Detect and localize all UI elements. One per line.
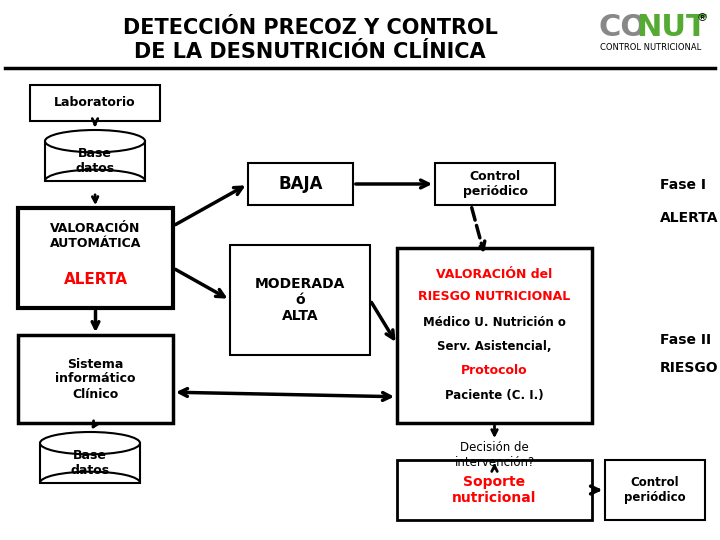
Text: Base
datos: Base datos	[71, 449, 109, 477]
Bar	[397, 460, 592, 520]
Text: Soporte
nutricional: Soporte nutricional	[452, 475, 536, 505]
Ellipse shape	[45, 130, 145, 152]
Text: Laboratorio: Laboratorio	[54, 97, 136, 110]
Bar	[18, 335, 173, 423]
Bar	[40, 443, 140, 483]
Text: ®: ®	[696, 13, 707, 23]
Text: ALERTA: ALERTA	[660, 211, 719, 225]
Text: Decisión de
intervención?: Decisión de intervención?	[454, 441, 535, 469]
Bar	[18, 208, 173, 308]
Text: Base
datos: Base datos	[76, 147, 114, 175]
Bar	[435, 163, 555, 205]
Text: CO: CO	[598, 14, 647, 43]
Text: RIESGO: RIESGO	[660, 361, 719, 375]
Bar	[397, 248, 592, 423]
Text: DE LA DESNUTRICIÓN CLÍNICA: DE LA DESNUTRICIÓN CLÍNICA	[134, 42, 486, 62]
Bar	[230, 245, 370, 355]
Text: Médico U. Nutrición o: Médico U. Nutrición o	[423, 316, 566, 329]
Text: MODERADA
ó
ALTA: MODERADA ó ALTA	[255, 277, 345, 323]
Text: Protocolo: Protocolo	[462, 363, 528, 376]
Text: ALERTA: ALERTA	[63, 273, 127, 287]
Text: Sistema
informático
Clínico: Sistema informático Clínico	[55, 357, 136, 401]
Bar	[45, 141, 145, 181]
Text: Fase II: Fase II	[660, 333, 711, 347]
Text: CONTROL NUTRICIONAL: CONTROL NUTRICIONAL	[600, 44, 701, 52]
Text: Fase I: Fase I	[660, 178, 706, 192]
Text: BAJA: BAJA	[278, 175, 323, 193]
Text: VALORACIÓN
AUTOMÁTICA: VALORACIÓN AUTOMÁTICA	[50, 222, 141, 250]
Text: Control
periódico: Control periódico	[462, 170, 528, 198]
Bar	[30, 85, 160, 121]
Text: RIESGO NUTRICIONAL: RIESGO NUTRICIONAL	[418, 289, 571, 302]
Text: Paciente (C. I.): Paciente (C. I.)	[445, 389, 544, 402]
Text: NUT: NUT	[636, 14, 707, 43]
Text: Serv. Asistencial,: Serv. Asistencial,	[437, 340, 552, 353]
Ellipse shape	[40, 432, 140, 454]
Text: Control
periódico: Control periódico	[624, 476, 686, 504]
Text: VALORACIÓN del: VALORACIÓN del	[436, 267, 553, 280]
Bar	[605, 460, 705, 520]
Bar	[248, 163, 353, 205]
Text: DETECCIÓN PRECOZ Y CONTROL: DETECCIÓN PRECOZ Y CONTROL	[122, 18, 498, 38]
